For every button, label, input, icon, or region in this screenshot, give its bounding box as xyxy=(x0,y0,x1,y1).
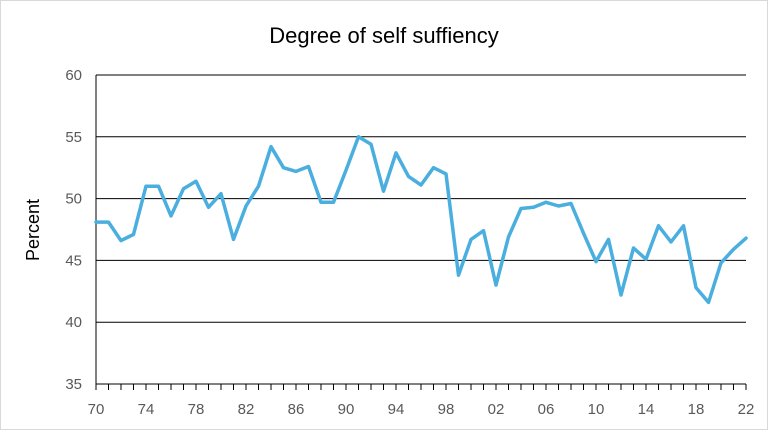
y-tick-label: 35 xyxy=(65,376,82,393)
x-tick-label: 70 xyxy=(88,401,105,418)
x-tick-label: 74 xyxy=(138,401,155,418)
data-point xyxy=(319,200,323,204)
x-tick-label: 86 xyxy=(288,401,305,418)
data-point xyxy=(307,164,310,168)
data-point xyxy=(632,246,635,250)
y-tick-label: 55 xyxy=(65,129,82,146)
data-point xyxy=(507,235,510,239)
data-point xyxy=(369,142,373,146)
data-point xyxy=(332,200,335,204)
x-tick-label: 94 xyxy=(388,401,405,418)
x-tick-label: 78 xyxy=(188,401,205,418)
data-point xyxy=(644,257,648,261)
data-point xyxy=(482,229,485,233)
data-point xyxy=(407,174,410,178)
data-point xyxy=(657,224,660,228)
data-point xyxy=(544,200,548,204)
data-point xyxy=(282,166,285,170)
series-group xyxy=(94,135,748,305)
y-axis-label: Percent xyxy=(23,199,43,261)
x-tick-label: 90 xyxy=(338,401,355,418)
y-tick-label: 45 xyxy=(65,252,82,269)
data-point xyxy=(294,169,298,173)
x-tick-label: 10 xyxy=(588,401,605,418)
data-point xyxy=(669,240,673,244)
chart-title: Degree of self suffiency xyxy=(269,23,499,48)
data-point xyxy=(619,293,623,297)
data-point xyxy=(432,166,435,170)
x-tick-label: 14 xyxy=(638,401,655,418)
data-point xyxy=(169,214,173,218)
x-axis: 70 74 78 82 86 90 94 98 02 06 10 14 18 22 xyxy=(88,75,755,418)
data-point xyxy=(682,224,685,228)
data-point xyxy=(107,220,110,224)
gridlines xyxy=(96,74,746,323)
y-axis-ticks: 35 40 45 50 55 60 xyxy=(65,67,82,393)
data-point xyxy=(382,189,385,193)
data-point xyxy=(594,260,598,264)
x-tick-label: 98 xyxy=(438,401,455,418)
data-point xyxy=(469,237,473,241)
data-point xyxy=(257,184,260,188)
data-point xyxy=(394,151,398,155)
x-tick-label: 18 xyxy=(688,401,705,418)
data-point xyxy=(694,286,698,290)
data-point xyxy=(232,237,235,241)
data-point xyxy=(569,202,573,206)
y-tick-label: 50 xyxy=(65,191,82,208)
data-point xyxy=(707,300,710,304)
data-point xyxy=(357,135,360,139)
data-point xyxy=(132,232,135,236)
data-point xyxy=(444,172,448,176)
x-tick-label: 02 xyxy=(488,401,505,418)
data-point xyxy=(494,283,498,287)
data-point xyxy=(607,237,610,241)
data-point xyxy=(719,261,723,265)
data-point xyxy=(344,168,348,172)
data-point xyxy=(582,231,585,235)
data-point xyxy=(157,184,160,188)
data-point xyxy=(182,187,185,191)
series-line-0 xyxy=(94,135,748,305)
x-tick-label: 06 xyxy=(538,401,555,418)
data-point xyxy=(269,145,273,149)
data-point xyxy=(457,273,460,277)
data-point xyxy=(419,183,423,187)
data-point xyxy=(519,206,523,210)
data-point xyxy=(144,184,148,188)
y-tick-label: 60 xyxy=(65,67,82,84)
x-tick-label: 82 xyxy=(238,401,255,418)
y-tick-label: 40 xyxy=(65,314,82,331)
data-point xyxy=(744,236,748,240)
data-point xyxy=(207,205,210,209)
data-point xyxy=(557,204,560,208)
data-point xyxy=(194,179,198,183)
data-point xyxy=(532,205,535,209)
data-point xyxy=(244,204,248,208)
data-point xyxy=(94,220,98,224)
data-point xyxy=(732,247,735,251)
x-tick-label: 22 xyxy=(738,401,755,418)
data-point xyxy=(119,239,123,243)
data-point xyxy=(219,192,223,196)
